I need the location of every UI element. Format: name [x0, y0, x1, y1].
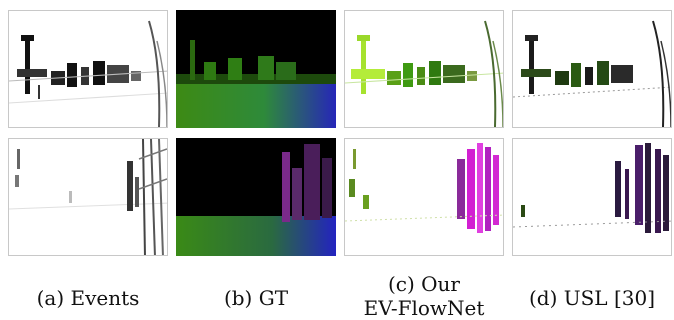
events-row1-image: [9, 11, 168, 128]
gt-row2-image: [176, 138, 336, 256]
panel-usl-row1: [512, 10, 672, 128]
caption-gt: (b) GT: [172, 286, 340, 310]
panel-events-row2: [8, 138, 168, 256]
caption-gt-line1: (b) GT: [172, 286, 340, 310]
gt-row1-image: [176, 10, 336, 128]
usl-row2-image: [513, 139, 672, 256]
panel-gt-row2: [176, 138, 336, 256]
panel-ours-row1: [344, 10, 504, 128]
ours-row2-image: [345, 139, 504, 256]
caption-usl: (d) USL [30]: [508, 286, 674, 310]
caption-usl-line1: (d) USL [30]: [508, 286, 674, 310]
caption-ours-line2: EV-FlowNet: [340, 296, 508, 320]
panel-usl-row2: [512, 138, 672, 256]
usl-row1-image: [513, 11, 672, 128]
caption-ours: (c) Our EV-FlowNet: [340, 272, 508, 320]
events-row2-image: [9, 139, 168, 256]
panel-events-row1: [8, 10, 168, 128]
panel-ours-row2: [344, 138, 504, 256]
caption-events: (a) Events: [4, 286, 172, 310]
panel-gt-row1: [176, 10, 336, 128]
caption-events-line1: (a) Events: [4, 286, 172, 310]
caption-ours-line1: (c) Our: [340, 272, 508, 296]
ours-row1-image: [345, 11, 504, 128]
